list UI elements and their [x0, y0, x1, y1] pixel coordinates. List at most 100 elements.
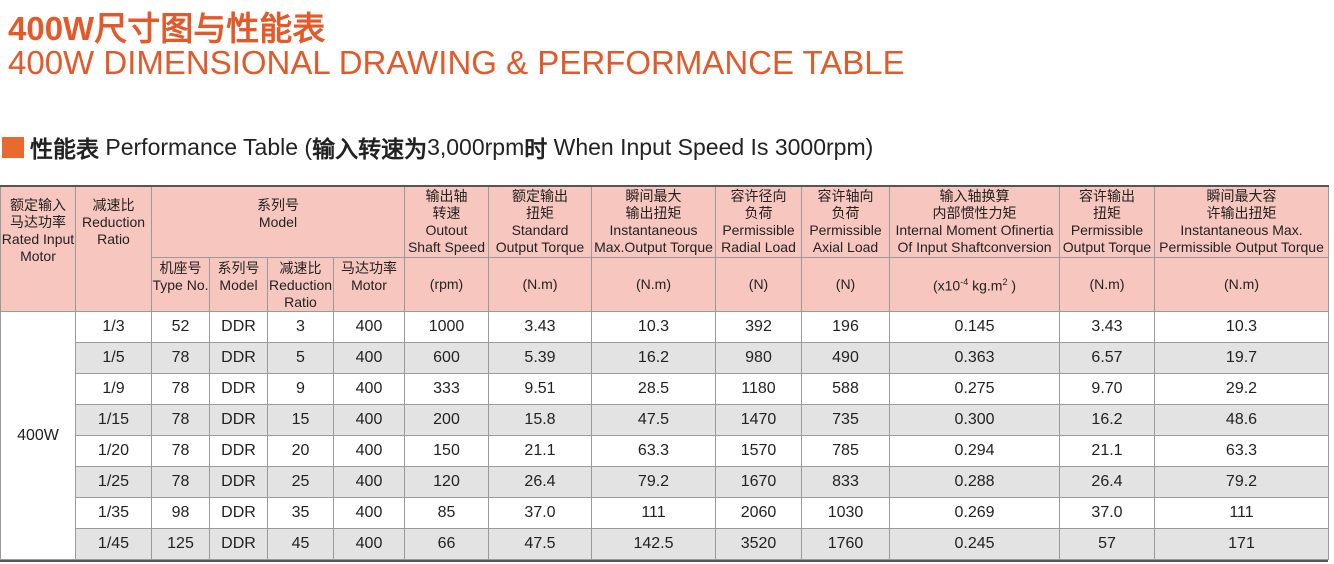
cell-instant-torque: 63.3 — [591, 435, 716, 467]
cell-inertia: 0.245 — [889, 528, 1060, 560]
cell-axial-load: 1760 — [801, 528, 890, 560]
cell-motor: 400 — [333, 342, 405, 374]
header-axial-load: 容许轴向 负荷 Permissible Axial Load — [801, 185, 890, 258]
cell-motor: 400 — [333, 435, 405, 467]
header-type-no: 机座号 Type No. — [151, 257, 210, 312]
cell-speed: 120 — [404, 466, 489, 498]
cell-series: DDR — [209, 435, 268, 467]
cell-standard-torque: 5.39 — [488, 342, 592, 374]
cell-standard-torque: 26.4 — [488, 466, 592, 498]
cell-radial-load: 980 — [715, 342, 802, 374]
page-title-english: 400W DIMENSIONAL DRAWING & PERFORMANCE T… — [8, 44, 905, 81]
cell-axial-load: 588 — [801, 373, 890, 405]
cell-axial-load: 833 — [801, 466, 890, 498]
cell-standard-torque: 9.51 — [488, 373, 592, 405]
cell-standard-torque: 3.43 — [488, 311, 592, 343]
cell-perm-max-torque: 171 — [1154, 528, 1329, 560]
cell-series: DDR — [209, 342, 268, 374]
header-perm-torque: 容许输出 扭矩 Permissible Output Torque — [1059, 185, 1155, 258]
cell-instant-torque: 28.5 — [591, 373, 716, 405]
unit-inertia: (x10-4 kg.m2 ) — [889, 257, 1060, 312]
table-row: 1/35 98 DDR 35 400 85 37.0 111 2060 1030 0.269 37.0… — [1, 497, 1329, 529]
cell-instant-torque: 16.2 — [591, 342, 716, 374]
cell-motor: 400 — [333, 404, 405, 436]
section-title-cn3: 时 — [524, 136, 548, 162]
unit-instant-torque: (N.m) — [591, 257, 716, 312]
cell-instant-torque: 47.5 — [591, 404, 716, 436]
cell-axial-load: 735 — [801, 404, 890, 436]
cell-perm-max-torque: 111 — [1154, 497, 1329, 529]
section-heading: 性能表 Performance Table ( 输入转速为 3,000rpm 时… — [2, 130, 873, 164]
cell-radial-load: 392 — [715, 311, 802, 343]
cell-standard-torque: 21.1 — [488, 435, 592, 467]
cell-perm-max-torque: 29.2 — [1154, 373, 1329, 405]
section-title-en3: When Input Speed Is 3000rpm) — [547, 133, 874, 160]
cell-series: DDR — [209, 497, 268, 529]
header-ratio: 减速比 Reduction Ratio — [267, 257, 334, 312]
cell-axial-load: 196 — [801, 311, 890, 343]
section-marker-square — [2, 136, 24, 158]
cell-series: DDR — [209, 311, 268, 343]
cell-speed: 66 — [404, 528, 489, 560]
unit-speed: (rpm) — [404, 257, 489, 312]
cell-inertia: 0.269 — [889, 497, 1060, 529]
cell-instant-torque: 10.3 — [591, 311, 716, 343]
cell-axial-load: 490 — [801, 342, 890, 374]
cell-perm-max-torque: 63.3 — [1154, 435, 1329, 467]
section-title-en2: 3,000rpm — [427, 133, 525, 160]
rated-power-cell: 400W — [0, 311, 76, 560]
performance-table-container: 额定输入 马达功率 Rated Input Motor 减速比 Reductio… — [0, 185, 1334, 560]
cell-radial-load: 1570 — [715, 435, 802, 467]
cell-ratio: 1/5 — [75, 342, 152, 374]
cell-reduction: 9 — [267, 373, 334, 405]
cell-series: DDR — [209, 373, 268, 405]
table-row: 1/5 78 DDR 5 400 600 5.39 16.2 980 490 0.363 6.57 19… — [1, 342, 1329, 374]
cell-motor: 400 — [333, 373, 405, 405]
cell-motor: 400 — [333, 528, 405, 560]
cell-speed: 85 — [404, 497, 489, 529]
cell-perm-torque: 57 — [1059, 528, 1155, 560]
cell-motor: 400 — [333, 497, 405, 529]
cell-perm-torque: 3.43 — [1059, 311, 1155, 343]
cell-motor: 400 — [333, 311, 405, 343]
cell-inertia: 0.294 — [889, 435, 1060, 467]
cell-inertia: 0.275 — [889, 373, 1060, 405]
cell-radial-load: 3520 — [715, 528, 802, 560]
table-row: 400W 1/3 52 DDR 3 400 1000 3.43 10.3 392 196 0.145 3… — [0, 311, 1329, 560]
cell-series: DDR — [209, 466, 268, 498]
cell-perm-torque: 9.70 — [1059, 373, 1155, 405]
cell-radial-load: 1670 — [715, 466, 802, 498]
cell-axial-load: 785 — [801, 435, 890, 467]
table-row: 1/15 78 DDR 15 400 200 15.8 47.5 1470 735 0.300 16.… — [1, 404, 1329, 436]
unit-axial-load: (N) — [801, 257, 890, 312]
unit-standard-torque: (N.m) — [488, 257, 592, 312]
unit-perm-torque: (N.m) — [1059, 257, 1155, 312]
header-standard-torque: 额定输出 扭矩 Standard Output Torque — [488, 185, 592, 258]
table-row: 1/25 78 DDR 25 400 120 26.4 79.2 1670 833 0.288 26.… — [1, 466, 1329, 498]
cell-reduction: 25 — [267, 466, 334, 498]
header-inertia: 输入轴换算 内部惯性力矩 Internal Moment Ofinertia O… — [889, 185, 1060, 258]
section-title-en1: Performance Table ( — [99, 133, 313, 160]
cell-speed: 1000 — [404, 311, 489, 343]
cell-perm-torque: 26.4 — [1059, 466, 1155, 498]
cell-perm-torque: 37.0 — [1059, 497, 1155, 529]
cell-instant-torque: 79.2 — [591, 466, 716, 498]
cell-ratio: 1/3 — [75, 311, 152, 343]
header-model-group: 系列号 Model — [151, 185, 405, 258]
cell-standard-torque: 37.0 — [488, 497, 592, 529]
cell-perm-max-torque: 10.3 — [1154, 311, 1329, 343]
cell-instant-torque: 142.5 — [591, 528, 716, 560]
cell-series: DDR — [209, 404, 268, 436]
cell-perm-torque: 16.2 — [1059, 404, 1155, 436]
section-title-cn2: 输入转速为 — [312, 136, 428, 162]
cell-inertia: 0.300 — [889, 404, 1060, 436]
cell-speed: 150 — [404, 435, 489, 467]
cell-ratio: 1/25 — [75, 466, 152, 498]
cell-ratio: 1/20 — [75, 435, 152, 467]
cell-inertia: 0.288 — [889, 466, 1060, 498]
table-row: 1/45 125 DDR 45 400 66 47.5 142.5 3520 1760 0.245 5… — [1, 528, 1329, 560]
cell-ratio: 1/35 — [75, 497, 152, 529]
header-series-model: 系列号 Model — [209, 257, 268, 312]
table-row: 1/9 78 DDR 9 400 333 9.51 28.5 1180 588 0.275 9.70 2… — [1, 373, 1329, 405]
cell-ratio: 1/9 — [75, 373, 152, 405]
